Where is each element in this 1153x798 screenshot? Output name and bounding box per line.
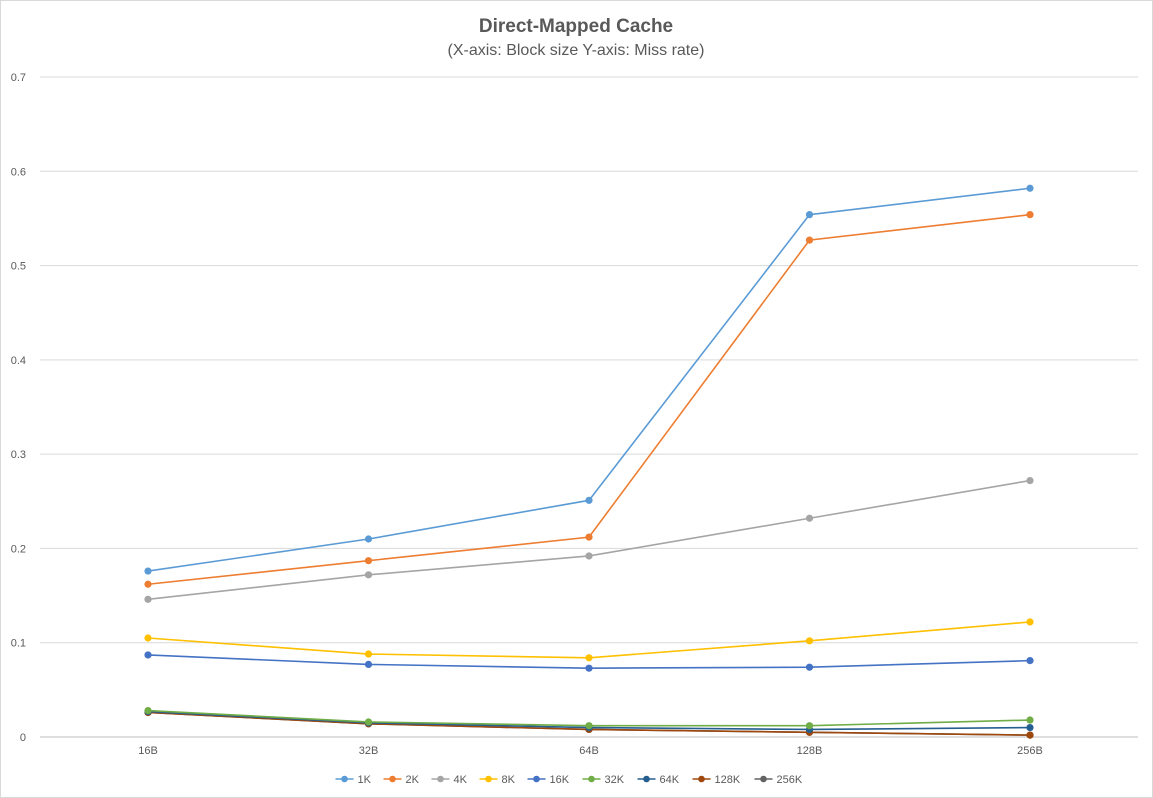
y-tick-label: 0.6: [11, 166, 26, 178]
legend-marker: [485, 775, 492, 783]
legend-item-256K: 256K: [754, 774, 803, 786]
series-line: [147, 187, 1031, 572]
data-point: [364, 535, 373, 543]
data-point: [1026, 476, 1034, 485]
x-tick-label: 32B: [359, 745, 379, 757]
data-point: [144, 595, 152, 603]
legend-label: 1K: [358, 774, 372, 786]
legend-label: 2K: [406, 774, 420, 786]
y-axis: 0 0.1 0.2 0.3 0.4 0.5 0.6 0.7: [11, 72, 26, 744]
y-tick-label: 0.4: [11, 355, 26, 367]
data-point: [364, 571, 373, 579]
data-point: [1026, 731, 1034, 739]
data-point: [144, 651, 152, 659]
data-point: [144, 707, 152, 715]
legend-marker: [389, 775, 396, 783]
x-tick-label: 256B: [1017, 745, 1043, 757]
legend-label: 32K: [605, 774, 625, 786]
legend-marker: [588, 775, 595, 783]
data-point: [585, 552, 593, 560]
legend-item-64K: 64K: [637, 774, 680, 786]
x-axis: 16B 32B 64B 128B 256B: [138, 745, 1043, 757]
legend-marker: [643, 775, 650, 783]
data-point: [1026, 657, 1034, 665]
data-point: [1026, 211, 1034, 219]
legend-label: 4K: [454, 774, 468, 786]
legend-item-128K: 128K: [692, 774, 741, 786]
data-point: [364, 660, 373, 669]
data-point: [585, 654, 593, 662]
data-point: [805, 663, 814, 671]
legend-label: 256K: [777, 774, 803, 786]
y-tick-label: 0.7: [11, 72, 26, 84]
data-point: [805, 637, 814, 645]
y-tick-label: 0: [20, 732, 26, 744]
series-line: [147, 213, 1031, 586]
x-tick-label: 16B: [138, 745, 158, 757]
legend-item-1K: 1K: [335, 774, 372, 786]
legend-marker: [698, 775, 705, 783]
legend-marker: [341, 775, 348, 783]
data-point: [144, 567, 152, 575]
data-point: [805, 211, 814, 219]
data-point: [585, 533, 593, 541]
y-tick-label: 0.1: [11, 638, 26, 650]
legend-label: 128K: [715, 774, 741, 786]
legend-label: 16K: [550, 774, 570, 786]
data-point: [805, 514, 814, 522]
series-2K: [144, 211, 1034, 588]
legend-marker: [437, 775, 444, 783]
legend-label: 64K: [660, 774, 680, 786]
series-1K: [144, 184, 1034, 575]
y-tick-label: 0.3: [11, 449, 26, 461]
data-point: [364, 650, 373, 658]
data-point: [144, 580, 152, 588]
data-point: [1026, 723, 1034, 732]
legend-item-32K: 32K: [582, 774, 625, 786]
series-32K: [144, 707, 1034, 730]
legend: 1K 2K 4K 8K 16K 32K 64K 128K 256K: [335, 774, 803, 786]
data-point: [364, 718, 373, 726]
gridlines: [40, 76, 1138, 738]
y-tick-label: 0.2: [11, 543, 26, 555]
data-point: [1026, 184, 1034, 192]
data-point: [585, 722, 593, 730]
data-point: [364, 557, 373, 565]
legend-item-8K: 8K: [479, 774, 516, 786]
y-tick-label: 0.5: [11, 261, 26, 273]
legend-item-16K: 16K: [527, 774, 570, 786]
chart-subtitle: (X-axis: Block size Y-axis: Miss rate): [448, 42, 705, 59]
legend-marker: [533, 775, 540, 783]
data-point: [805, 236, 814, 244]
x-tick-label: 64B: [579, 745, 599, 757]
data-point: [144, 634, 152, 642]
series-8K: [144, 618, 1034, 662]
series-line: [147, 621, 1031, 659]
series-4K: [144, 476, 1034, 603]
legend-item-4K: 4K: [431, 774, 468, 786]
series-16K: [144, 651, 1034, 672]
data-point: [585, 664, 593, 672]
chart-title: Direct-Mapped Cache: [479, 16, 673, 37]
data-point: [1026, 618, 1034, 626]
legend-marker: [760, 775, 767, 783]
legend-item-2K: 2K: [383, 774, 420, 786]
data-point: [805, 722, 814, 730]
series-64K: [144, 707, 1034, 734]
plot-area: [144, 184, 1034, 739]
data-point: [585, 496, 593, 504]
data-point: [1026, 716, 1034, 724]
legend-label: 8K: [502, 774, 516, 786]
x-tick-label: 128B: [797, 745, 823, 757]
